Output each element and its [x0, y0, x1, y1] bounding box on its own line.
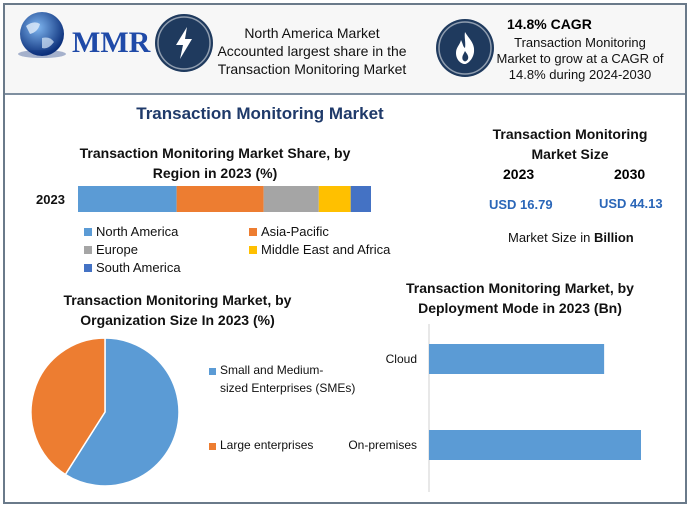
region-bar-segment: [263, 186, 319, 212]
legend-swatch: [249, 227, 257, 236]
org-legend-label: Large enterprises: [220, 438, 314, 452]
unit-note-bold: Billion: [594, 230, 634, 245]
legend-label: South America: [96, 260, 181, 275]
pie-slice: [64, 337, 180, 487]
mmr-logo: MMR: [12, 8, 150, 63]
region-highlight-line: North America Market: [244, 25, 380, 41]
legend-label: Europe: [96, 242, 138, 257]
region-bar-segment: [350, 186, 371, 212]
org-size-pie: [30, 337, 180, 487]
cagr-title: 14.8% CAGR: [507, 16, 592, 32]
region-stacked-bar: [78, 186, 371, 212]
org-legend-label: sized Enterprises (SMEs): [220, 381, 356, 395]
cagr-line: 14.8% during 2024-2030: [508, 67, 652, 82]
deployment-bar-chart: Cloud On-premises: [348, 324, 641, 492]
org-legend-label: Small and Medium-: [220, 363, 324, 377]
globe-icon: [18, 12, 66, 58]
market-size-value-2023: USD 16.79: [489, 197, 553, 212]
cagr-line: Transaction Monitoring: [514, 35, 646, 50]
region-chart-title: Transaction Monitoring Market Share, by …: [79, 145, 351, 181]
cagr-description: Transaction Monitoring Market to grow at…: [495, 35, 665, 83]
region-highlight-line: Accounted largest share in the: [217, 43, 407, 59]
flame-icon: [438, 21, 492, 75]
region-legend-item: South America: [84, 260, 181, 275]
market-size-unit-note: Market Size in Billion: [508, 230, 634, 245]
deployment-category-label: On-premises: [348, 438, 417, 452]
deployment-chart-title: Transaction Monitoring Market, by Deploy…: [406, 280, 634, 316]
market-size-title-line: Market Size: [531, 146, 609, 162]
region-bar-segment: [318, 186, 351, 212]
legend-swatch: [209, 443, 216, 450]
brand-name: MMR: [72, 26, 151, 59]
legend-swatch: [84, 263, 92, 272]
legend-swatch: [209, 368, 216, 375]
lightning-badge: [155, 14, 213, 72]
infographic-frame: [3, 3, 687, 504]
lightning-icon: [157, 16, 211, 70]
region-legend-item: North America: [84, 224, 178, 239]
market-size-value-2030: USD 44.13: [599, 196, 663, 211]
market-size-year-2030: 2030: [614, 166, 646, 182]
header-divider: [5, 93, 685, 95]
deployment-category-label: Cloud: [386, 352, 417, 366]
org-size-chart-title: Transaction Monitoring Market, by Organi…: [63, 292, 292, 328]
header-banner: [5, 5, 685, 93]
region-chart-category-label: 2023: [36, 192, 65, 207]
legend-label: Middle East and Africa: [261, 242, 391, 257]
legend-swatch: [84, 227, 92, 236]
region-highlight-line: Transaction Monitoring Market: [217, 61, 407, 77]
region-legend-item: Asia-Pacific: [249, 224, 329, 239]
legend-swatch: [84, 245, 92, 254]
legend-swatch: [249, 245, 257, 254]
market-size-title: Transaction Monitoring Market Size: [480, 124, 660, 164]
region-bar-segment: [176, 186, 264, 212]
unit-note-prefix: Market Size in: [508, 230, 591, 245]
market-size-title-line: Transaction Monitoring: [492, 126, 648, 142]
region-bar-segment: [78, 186, 177, 212]
cagr-line: Market to grow at a CAGR of: [496, 51, 664, 66]
deployment-bar: [429, 430, 641, 460]
region-legend-item: Middle East and Africa: [249, 242, 390, 257]
region-legend-item: Europe: [84, 242, 138, 257]
market-size-year-2023: 2023: [503, 166, 535, 182]
region-highlight-text: North America Market Accounted largest s…: [212, 24, 412, 78]
legend-label: Asia-Pacific: [261, 224, 329, 239]
legend-label: North America: [96, 224, 179, 239]
pie-slice: [30, 337, 106, 476]
deployment-bar: [429, 344, 605, 374]
flame-badge: [436, 19, 494, 77]
main-title: Transaction Monitoring Market: [136, 104, 384, 123]
